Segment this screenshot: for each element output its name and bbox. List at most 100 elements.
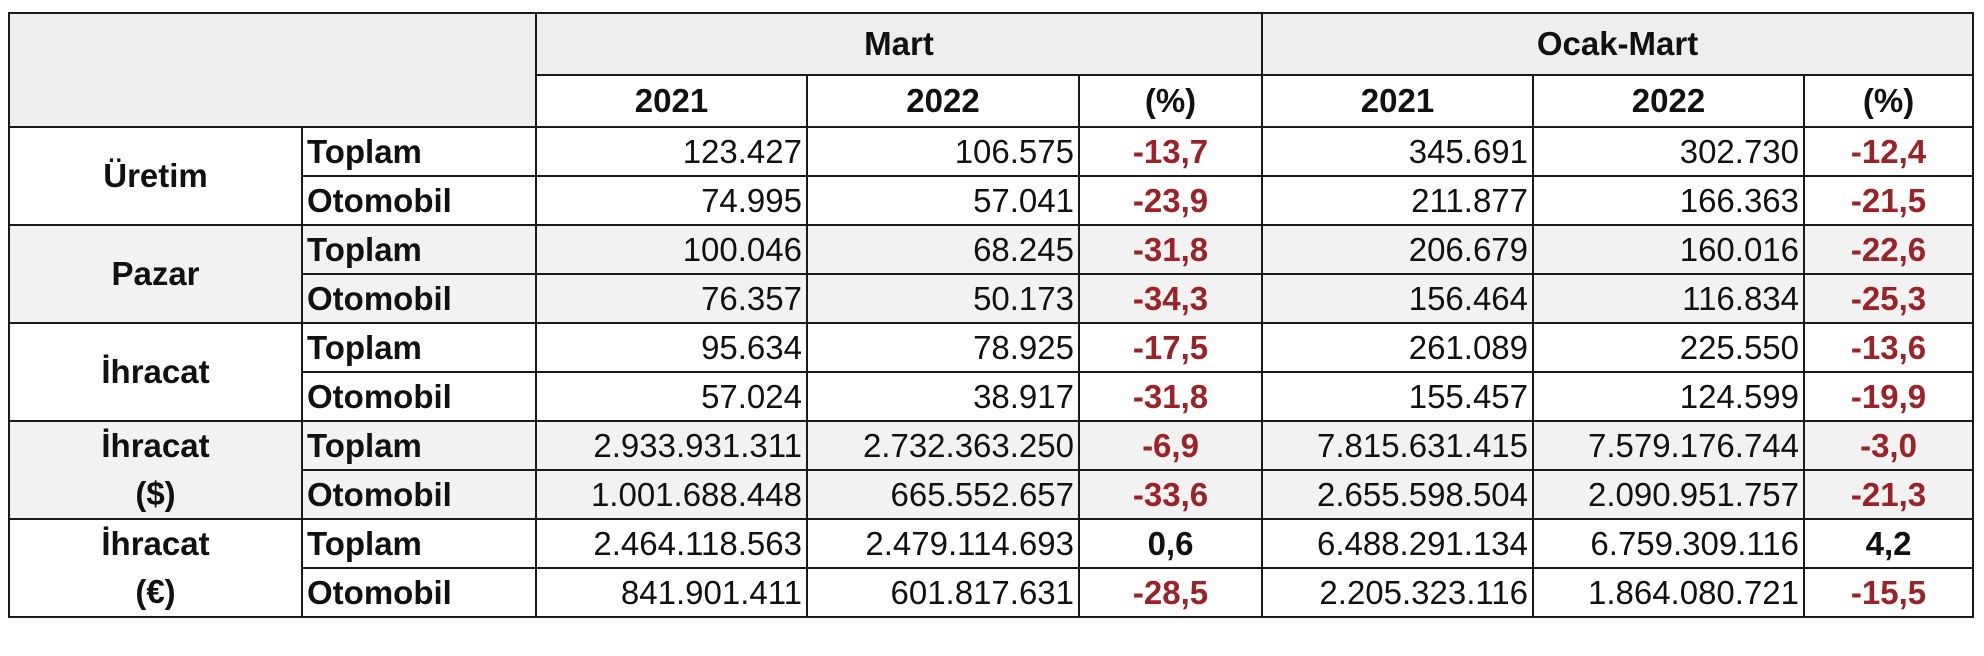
table-row: İhracat (€) Toplam 2.464.118.563 2.479.114.6… (8, 518, 1975, 618)
header-period-mart: Mart (534, 12, 1264, 76)
cell-ocak-mart-2022: 160.016 (1532, 224, 1806, 275)
header-ocak-mart-2021: 2021 (1261, 74, 1535, 128)
cell-ocak-mart-2021: 7.815.631.415 (1261, 420, 1535, 471)
cell-mart-2022: 2.479.114.693 (806, 518, 1080, 569)
table-row: Otomobil 1.001.688.448 665.552.657 -33,6 2.6… (9, 469, 1975, 520)
cell-mart-2022: 106.575 (806, 126, 1080, 177)
cell-mart-2021: 100.046 (535, 224, 808, 275)
cell-mart-2022: 2.732.363.250 (806, 420, 1080, 471)
header-mart-pct: (%) (1077, 74, 1264, 128)
row-label: Otomobil (301, 273, 537, 324)
table-row: Otomobil 76.357 50.173 -34,3 156.464 116.834-… (9, 273, 1975, 324)
stats-table: Mart Ocak-Mart 2021 2022 (%) 2021 2022 (… (8, 12, 1975, 618)
cell-ocak-mart-2021: 2.655.598.504 (1261, 469, 1535, 520)
cell-ocak-mart-pct: -21,5 (1803, 175, 1975, 226)
table-row: Otomobil 57.024 38.917 -31,8 155.457 124.599-… (9, 371, 1975, 422)
cell-ocak-mart-2021: 155.457 (1261, 371, 1535, 422)
cell-mart-2022: 38.917 (806, 371, 1080, 422)
group-label: İhracat ($) (8, 420, 303, 520)
row-label: Otomobil (301, 469, 537, 520)
cell-ocak-mart-2022: 124.599 (1532, 371, 1806, 422)
table-row: Otomobil 841.901.411 601.817.631 -28,5 2.205… (9, 567, 1975, 618)
cell-ocak-mart-2022: 6.759.309.116 (1532, 518, 1806, 569)
cell-ocak-mart-pct: -22,6 (1803, 224, 1975, 275)
row-label: Toplam (301, 126, 537, 177)
group-label-line: (€) (135, 573, 176, 610)
header-ocak-mart-2022: 2022 (1532, 74, 1806, 128)
cell-ocak-mart-2021: 156.464 (1261, 273, 1535, 324)
cell-ocak-mart-2021: 2.205.323.116 (1261, 567, 1535, 618)
cell-ocak-mart-pct: -12,4 (1803, 126, 1975, 177)
header-row-periods: Mart Ocak-Mart (8, 12, 1975, 128)
cell-mart-2022: 50.173 (806, 273, 1080, 324)
cell-ocak-mart-pct: -21,3 (1803, 469, 1975, 520)
cell-mart-2021: 1.001.688.448 (535, 469, 808, 520)
header-mart-2022: 2022 (806, 74, 1080, 128)
cell-mart-2022: 665.552.657 (806, 469, 1080, 520)
group-label-line: İhracat (101, 427, 210, 465)
row-label: Otomobil (301, 175, 537, 226)
table-row: Pazar Toplam 100.046 68.245 -31,8 206.679 160.… (8, 224, 1975, 324)
cell-ocak-mart-2021: 211.877 (1261, 175, 1535, 226)
cell-mart-pct: -13,7 (1077, 126, 1264, 177)
cell-mart-2021: 95.634 (535, 322, 808, 373)
row-label: Otomobil (301, 567, 537, 618)
cell-ocak-mart-pct: -13,6 (1803, 322, 1975, 373)
group-label-line: İhracat (101, 353, 210, 391)
cell-ocak-mart-2022: 225.550 (1532, 322, 1806, 373)
group-label: İhracat (8, 322, 303, 422)
cell-ocak-mart-2022: 302.730 (1532, 126, 1806, 177)
cell-ocak-mart-pct: -15,5 (1803, 567, 1975, 618)
row-label: Otomobil (301, 371, 537, 422)
cell-mart-pct: -6,9 (1077, 420, 1264, 471)
cell-mart-pct: -33,6 (1077, 469, 1264, 520)
cell-ocak-mart-pct: 4,2 (1803, 518, 1975, 569)
row-label: Toplam (301, 518, 537, 569)
cell-ocak-mart-2021: 345.691 (1261, 126, 1535, 177)
cell-ocak-mart-2022: 166.363 (1532, 175, 1806, 226)
cell-mart-2022: 601.817.631 (806, 567, 1080, 618)
cell-mart-2021: 2.933.931.311 (535, 420, 808, 471)
cell-mart-pct: -34,3 (1077, 273, 1264, 324)
cell-mart-2021: 841.901.411 (535, 567, 808, 618)
cell-mart-pct: -17,5 (1077, 322, 1264, 373)
cell-mart-pct: -23,9 (1077, 175, 1264, 226)
cell-mart-pct: -28,5 (1077, 567, 1264, 618)
header-period-ocak-mart: Ocak-Mart (1261, 12, 1975, 76)
cell-mart-2021: 2.464.118.563 (535, 518, 808, 569)
group-label: İhracat (€) (8, 518, 303, 618)
cell-mart-2022: 57.041 (806, 175, 1080, 226)
group-label: Üretim (8, 126, 303, 226)
cell-mart-2021: 123.427 (535, 126, 808, 177)
header-row-years: 2021 2022 (%) 2021 2022 (%) (9, 74, 1975, 128)
cell-ocak-mart-2021: 206.679 (1261, 224, 1535, 275)
group-label-line: Üretim (103, 157, 208, 195)
cell-mart-2021: 74.995 (535, 175, 808, 226)
cell-mart-2022: 78.925 (806, 322, 1080, 373)
group-label: Pazar (8, 224, 303, 324)
row-label: Toplam (301, 224, 537, 275)
table-row: İhracat Toplam 95.634 78.925 -17,5 261.089 225… (8, 322, 1975, 422)
row-label: Toplam (301, 322, 537, 373)
cell-mart-2022: 68.245 (806, 224, 1080, 275)
header-ocak-mart-pct: (%) (1803, 74, 1975, 128)
cell-ocak-mart-2022: 7.579.176.744 (1532, 420, 1806, 471)
row-label: Toplam (301, 420, 537, 471)
cell-ocak-mart-pct: -3,0 (1803, 420, 1975, 471)
cell-mart-2021: 76.357 (535, 273, 808, 324)
cell-ocak-mart-2022: 1.864.080.721 (1532, 567, 1806, 618)
group-label-line: ($) (135, 475, 176, 512)
cell-ocak-mart-pct: -19,9 (1803, 371, 1975, 422)
cell-mart-pct: -31,8 (1077, 224, 1264, 275)
table-row: Üretim Toplam 123.427 106.575 -13,7 345.691 30… (8, 126, 1975, 226)
table-row: Otomobil 74.995 57.041 -23,9 211.877 166.363-… (9, 175, 1975, 226)
header-corner-cell (8, 12, 537, 128)
cell-ocak-mart-2022: 2.090.951.757 (1532, 469, 1806, 520)
header-mart-2021: 2021 (535, 74, 808, 128)
cell-mart-2021: 57.024 (535, 371, 808, 422)
table-body: Üretim Toplam 123.427 106.575 -13,7 345.691 30… (8, 126, 1975, 618)
group-label-line: İhracat (101, 525, 210, 563)
table-row: İhracat ($) Toplam 2.933.931.311 2.732.363.2… (8, 420, 1975, 520)
group-label-line: Pazar (111, 255, 200, 293)
cell-ocak-mart-2021: 261.089 (1261, 322, 1535, 373)
